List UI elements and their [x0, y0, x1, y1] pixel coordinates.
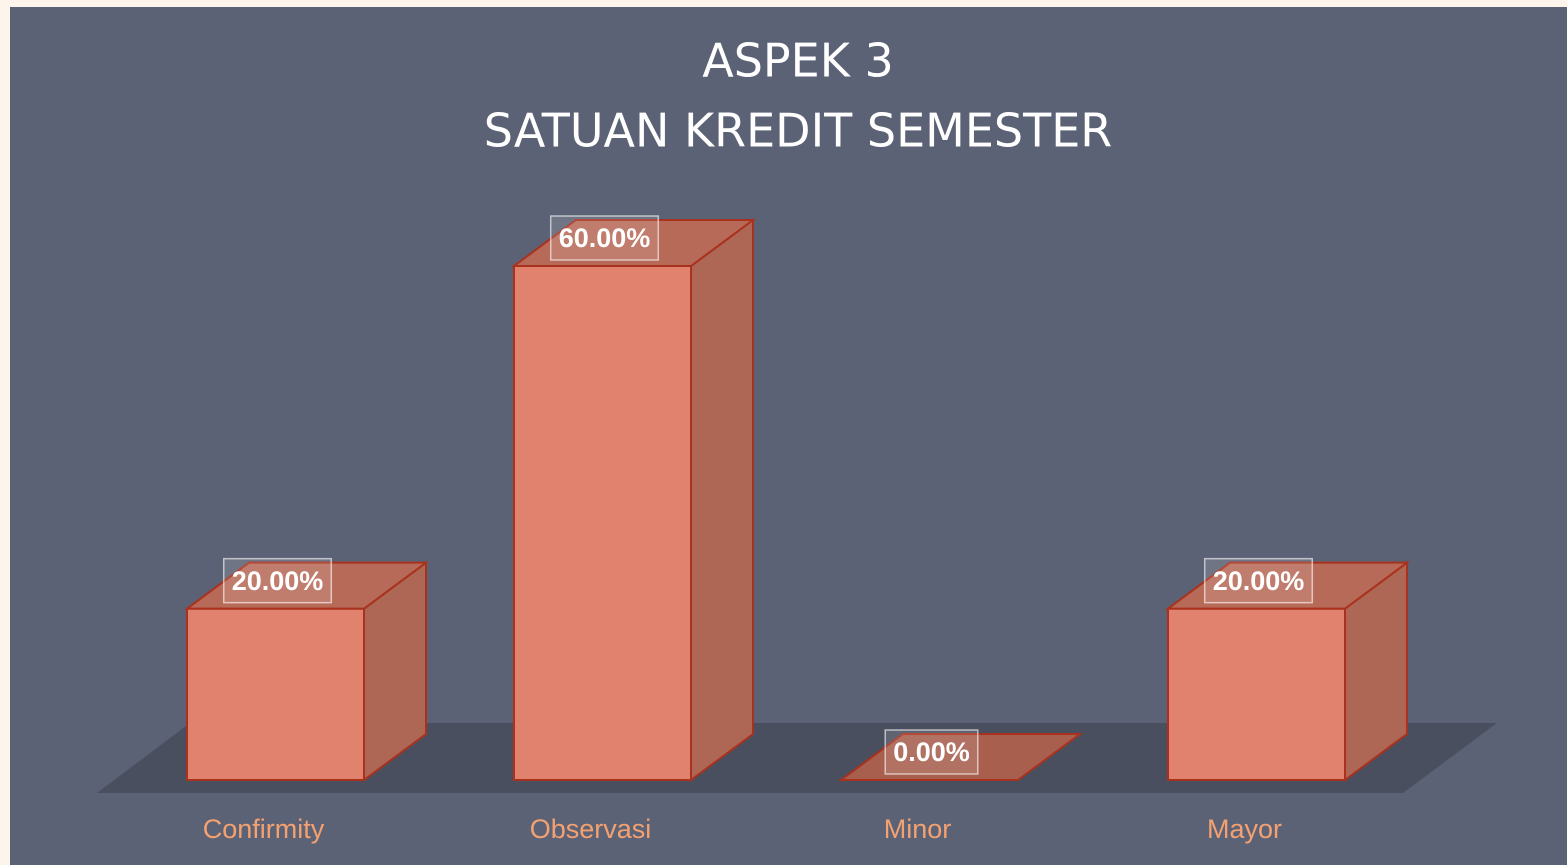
chart-subtitle: SATUAN KREDIT SEMESTER [484, 104, 1112, 158]
value-label: 60.00% [559, 223, 651, 253]
bar-top [837, 733, 1084, 781]
value-label-box [1203, 557, 1314, 604]
bar [1164, 560, 1411, 782]
bar-top [510, 219, 757, 267]
x-tick-label: Confirmity [203, 814, 325, 844]
floor [97, 723, 1497, 793]
value-label: 20.00% [232, 566, 324, 596]
bar-front [513, 265, 692, 781]
bar-front [186, 607, 365, 782]
bar-top [183, 561, 430, 610]
value-label-box [884, 729, 979, 775]
bar [837, 733, 1084, 781]
value-label-box [549, 215, 660, 261]
value-label: 20.00% [1213, 566, 1305, 596]
bar [510, 218, 757, 782]
bar-top [1164, 561, 1411, 610]
x-tick-label: Observasi [530, 814, 652, 844]
value-label: 0.00% [893, 737, 970, 767]
x-tick-label: Minor [884, 814, 952, 844]
bar-side [690, 218, 754, 782]
bar [183, 560, 430, 782]
x-tick-label: Mayor [1207, 814, 1282, 844]
bar-front [1167, 607, 1346, 782]
value-label-box [222, 557, 333, 604]
chart-title: ASPEK 3 [702, 34, 894, 88]
